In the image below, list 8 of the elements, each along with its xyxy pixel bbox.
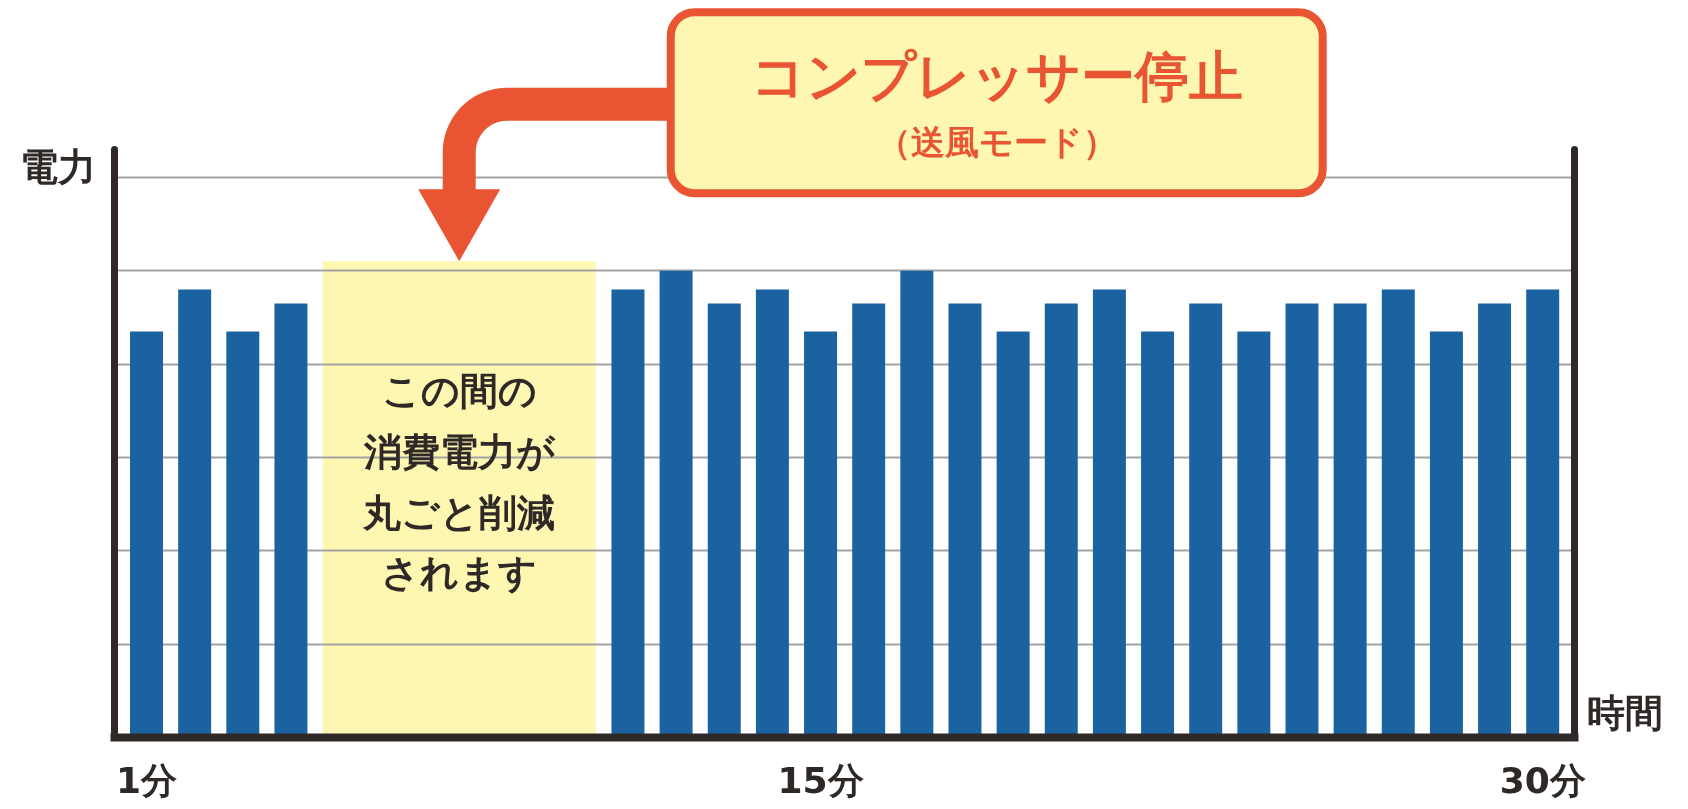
- y-axis-title: 電力: [19, 144, 96, 189]
- text: コンプレッサー停止: [750, 44, 1243, 108]
- x-axis-title: 時間: [1586, 690, 1663, 735]
- x-tick-label: 1分: [115, 759, 178, 801]
- x-tick-label: 15分: [777, 759, 864, 801]
- text: （送風モード）: [876, 122, 1117, 163]
- x-tick-label: 30分: [1499, 759, 1586, 801]
- band-label: この間の消費電力が丸ごと削減されます: [362, 369, 556, 596]
